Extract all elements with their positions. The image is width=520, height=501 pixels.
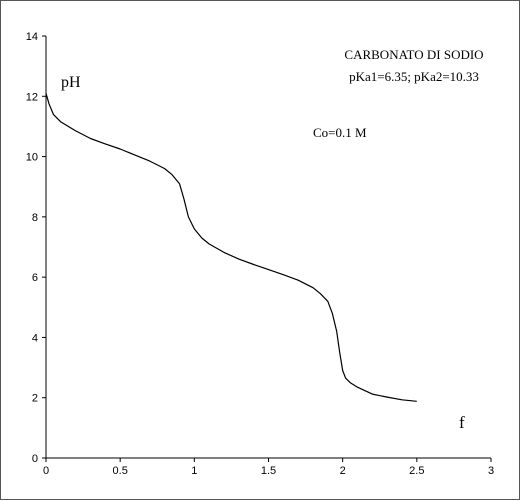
x-ticks: 0 0.5 1 1.5 2 2.5 3 — [43, 458, 494, 477]
y-tick-label: 14 — [26, 31, 38, 43]
chart-title-line2: pKa1=6.35; pKa2=10.33 — [349, 69, 479, 84]
x-tick-label: 0.5 — [113, 465, 128, 477]
x-tick-label: 3 — [488, 465, 494, 477]
y-tick-label: 2 — [32, 393, 38, 405]
y-tick-label: 8 — [32, 212, 38, 224]
y-tick-label: 0 — [32, 453, 38, 465]
chart-title-line1: CARBONATO DI SODIO — [344, 47, 483, 62]
x-tick-label: 2 — [340, 465, 346, 477]
series-group — [45, 93, 417, 402]
x-tick-label: 1.5 — [261, 465, 276, 477]
y-tick-label: 10 — [26, 152, 38, 164]
y-axis-label: pH — [61, 74, 81, 91]
y-tick-label: 12 — [26, 91, 38, 103]
y-ticks: 0 2 4 6 8 10 12 14 — [26, 31, 46, 465]
x-tick-label: 2.5 — [409, 465, 424, 477]
titration-curve — [45, 93, 417, 402]
x-tick-label: 0 — [43, 465, 49, 477]
plot-axes — [45, 36, 491, 459]
y-tick-label: 4 — [32, 332, 38, 344]
y-tick-label: 6 — [32, 272, 38, 284]
concentration-annotation: Co=0.1 M — [313, 125, 367, 140]
x-tick-label: 1 — [191, 465, 197, 477]
x-axis-label: f — [459, 413, 465, 432]
